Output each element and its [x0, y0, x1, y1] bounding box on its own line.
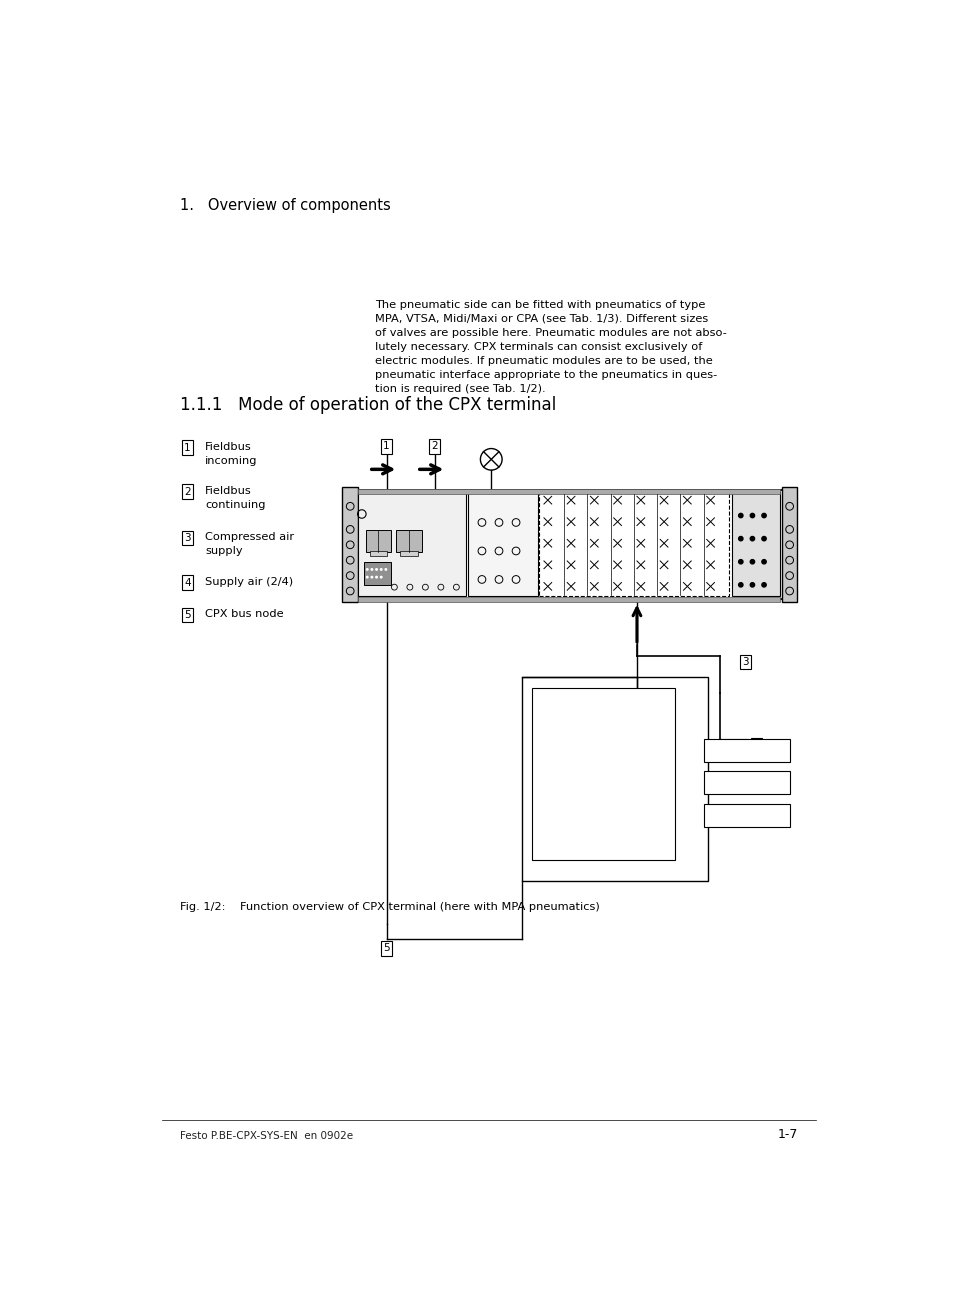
Text: The pneumatic side can be fitted with pneumatics of type
MPA, VTSA, Midi/Maxi or: The pneumatic side can be fitted with pn…	[375, 300, 726, 394]
Circle shape	[761, 537, 765, 541]
Text: Fieldbus
continuing: Fieldbus continuing	[205, 486, 266, 509]
Circle shape	[749, 559, 754, 564]
Bar	[399, 551, 417, 556]
Circle shape	[380, 568, 381, 571]
Text: 4: 4	[184, 577, 191, 588]
Bar	[357, 492, 466, 597]
Bar	[703, 803, 789, 827]
Bar	[355, 490, 782, 598]
Bar	[342, 487, 357, 602]
Text: 1-7: 1-7	[777, 1128, 798, 1140]
Circle shape	[738, 582, 742, 586]
Bar	[369, 551, 387, 556]
Text: 1.1.1   Mode of operation of the CPX terminal: 1.1.1 Mode of operation of the CPX termi…	[179, 396, 556, 414]
Circle shape	[749, 537, 754, 541]
Bar	[731, 492, 779, 597]
Text: 2: 2	[431, 441, 437, 452]
Text: 5: 5	[383, 943, 390, 953]
Text: 3: 3	[184, 533, 191, 543]
Circle shape	[375, 568, 377, 571]
Text: 2: 2	[184, 487, 191, 496]
Circle shape	[738, 537, 742, 541]
Bar	[703, 739, 789, 761]
Circle shape	[380, 576, 381, 579]
Text: 1.   Overview of components: 1. Overview of components	[179, 199, 390, 213]
Circle shape	[749, 582, 754, 586]
Bar	[365, 530, 391, 551]
Circle shape	[761, 559, 765, 564]
Circle shape	[385, 568, 386, 571]
Text: Compressed air
supply: Compressed air supply	[205, 533, 294, 556]
Text: Fig. 1/2:    Function overview of CPX terminal (here with MPA pneumatics): Fig. 1/2: Function overview of CPX termi…	[179, 902, 598, 912]
Circle shape	[738, 559, 742, 564]
Circle shape	[749, 513, 754, 517]
Bar	[538, 492, 728, 597]
Circle shape	[371, 568, 373, 571]
Text: 3: 3	[741, 657, 748, 667]
Text: CPX bus node: CPX bus node	[205, 610, 284, 619]
Circle shape	[366, 576, 368, 579]
Bar	[357, 490, 779, 494]
Bar	[468, 492, 537, 597]
Text: 5: 5	[184, 610, 191, 620]
Circle shape	[371, 576, 373, 579]
Bar	[703, 771, 789, 794]
Circle shape	[761, 582, 765, 586]
Bar	[781, 487, 797, 602]
Bar	[357, 597, 779, 602]
Circle shape	[761, 513, 765, 517]
Circle shape	[366, 568, 368, 571]
Text: 1: 1	[383, 441, 390, 452]
Text: Fieldbus
incoming: Fieldbus incoming	[205, 443, 257, 466]
Text: Supply air (2/4): Supply air (2/4)	[205, 577, 294, 588]
Bar	[531, 688, 674, 859]
Circle shape	[375, 576, 377, 579]
Circle shape	[738, 513, 742, 517]
Bar	[521, 678, 707, 882]
Text: Festo P.BE-CPX-SYS-EN  en 0902e: Festo P.BE-CPX-SYS-EN en 0902e	[179, 1131, 353, 1140]
Text: 1: 1	[184, 443, 191, 453]
Text: 4: 4	[752, 741, 759, 750]
Bar	[364, 562, 391, 585]
Bar	[395, 530, 421, 551]
